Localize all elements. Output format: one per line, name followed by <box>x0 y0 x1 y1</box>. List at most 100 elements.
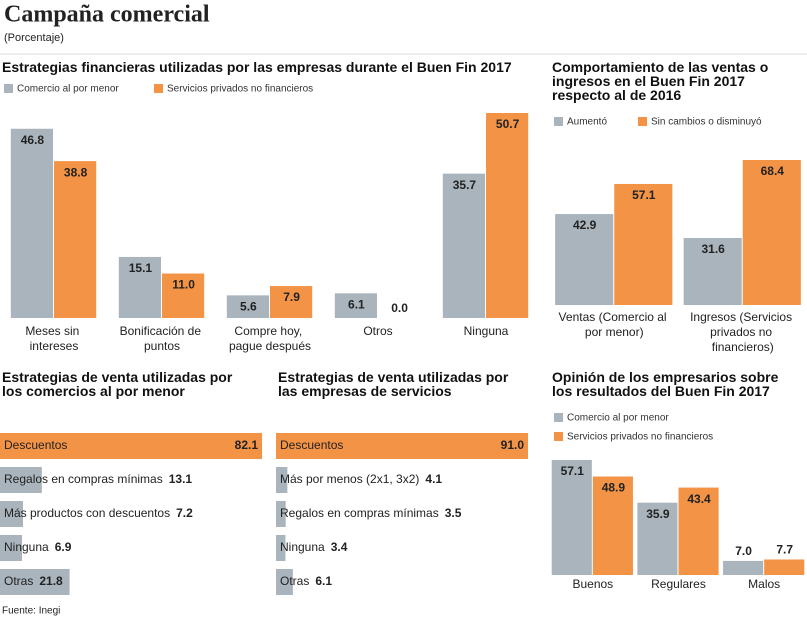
subtitle: (Porcentaje) <box>4 32 64 44</box>
value-label: 57.1 <box>632 188 656 202</box>
legend-swatch <box>554 432 563 441</box>
bar <box>0 569 70 595</box>
value-label: 3.4 <box>331 540 348 554</box>
x-tick-label: Compre hoy, pague después <box>229 324 311 353</box>
value-label: 50.7 <box>496 117 520 131</box>
bar <box>555 214 614 305</box>
legend-swatch <box>554 413 563 422</box>
category-label: Regalos en compras mínimas <box>280 506 439 520</box>
value-label: 6.1 <box>315 574 332 588</box>
bar <box>334 293 377 318</box>
bar <box>276 433 528 459</box>
value-label: 57.1 <box>561 464 585 478</box>
value-label: 5.6 <box>240 300 257 314</box>
value-label: 0.0 <box>391 301 408 315</box>
x-tick-label: Ingresos (Servicios privados no financie… <box>690 310 795 354</box>
legend-label: Servicios privados no financieros <box>567 432 713 443</box>
value-label: 35.7 <box>453 178 477 192</box>
x-tick-label: Bonificación de puntos <box>120 324 205 353</box>
value-label: 38.8 <box>64 165 88 179</box>
x-tick-label: Malos <box>748 577 780 591</box>
bar <box>10 128 54 318</box>
value-label: 43.4 <box>687 492 711 506</box>
value-label: 4.1 <box>425 472 442 486</box>
bar <box>0 467 42 493</box>
value-label: 82.1 <box>235 438 259 452</box>
bar <box>683 238 742 305</box>
value-label: 68.4 <box>761 164 785 178</box>
legend-label: Aumentó <box>567 117 607 128</box>
bar <box>54 161 97 318</box>
chart-title: Opinión de los empresarios sobre los res… <box>552 369 782 399</box>
x-tick-label: Regulares <box>651 577 706 591</box>
x-tick-label: Meses sin intereses <box>25 324 82 353</box>
value-label: 91.0 <box>501 438 525 452</box>
value-label: 15.1 <box>129 261 153 275</box>
legend-label: Comercio al por menor <box>567 413 669 424</box>
bar <box>678 487 719 575</box>
value-label: 42.9 <box>573 218 597 232</box>
bar <box>742 160 801 305</box>
value-label: 7.7 <box>776 543 793 557</box>
bar <box>486 113 529 318</box>
category-label: Regalos en compras mínimas <box>4 472 163 486</box>
legend-swatch <box>554 117 563 126</box>
bar <box>276 467 288 493</box>
bar <box>276 569 293 595</box>
bar <box>276 535 286 561</box>
legend-swatch <box>154 84 163 93</box>
source: Fuente: Inegi <box>2 606 60 617</box>
value-label: 7.2 <box>176 506 193 520</box>
bar <box>226 295 269 318</box>
x-tick-label: Ventas (Comercio al por menor) <box>559 310 670 339</box>
category-label: Ninguna <box>4 540 49 554</box>
x-tick-label: Ninguna <box>464 324 509 338</box>
bar <box>276 501 286 527</box>
value-label: 48.9 <box>602 481 626 495</box>
chart-title: Comportamiento de las ventas o ingresos … <box>552 59 772 103</box>
x-tick-label: Otros <box>363 324 392 338</box>
legend-label: Comercio al por menor <box>17 84 119 95</box>
value-label: 3.5 <box>445 506 462 520</box>
legend-label: Sin cambios o disminuyó <box>651 117 762 128</box>
bar <box>118 256 161 318</box>
legend-label: Servicios privados no financieros <box>167 84 313 95</box>
category-label: Descuentos <box>4 438 67 452</box>
bar <box>0 535 23 561</box>
category-label: Descuentos <box>280 438 343 452</box>
value-label: 31.6 <box>702 242 726 256</box>
value-label: 7.0 <box>735 544 752 558</box>
bar <box>442 173 485 318</box>
legend-swatch <box>638 117 647 126</box>
value-label: 7.9 <box>283 290 300 304</box>
category-label: Más productos con descuentos <box>4 506 170 520</box>
bar <box>614 183 673 305</box>
category-label: Más por menos (2x1, 3x2) <box>280 472 419 486</box>
chart-title: Estrategias de venta utilizadas por las … <box>278 369 512 399</box>
chart-title: Estrategias de venta utilizadas por los … <box>2 369 236 399</box>
bar <box>270 286 313 318</box>
value-label: 35.9 <box>646 507 670 521</box>
value-label: 6.9 <box>55 540 72 554</box>
bar <box>592 476 633 575</box>
x-tick-label: Buenos <box>572 577 613 591</box>
chart-title: Estrategias financieras utilizadas por l… <box>2 59 512 75</box>
bar <box>0 501 23 527</box>
bar <box>551 460 592 575</box>
main-title: Campaña comercial <box>4 2 210 28</box>
value-label: 11.0 <box>172 278 195 292</box>
value-label: 46.8 <box>21 133 45 147</box>
bar <box>637 502 678 575</box>
bar <box>764 559 805 575</box>
value-label: 6.1 <box>348 298 365 312</box>
value-label: 21.8 <box>39 574 63 588</box>
category-label: Ninguna <box>280 540 325 554</box>
value-label: 13.1 <box>169 472 193 486</box>
category-label: Otras <box>280 574 309 588</box>
bar <box>162 273 205 318</box>
bar <box>0 433 262 459</box>
category-label: Otras <box>4 574 33 588</box>
bar <box>723 560 764 575</box>
legend-swatch <box>4 84 13 93</box>
